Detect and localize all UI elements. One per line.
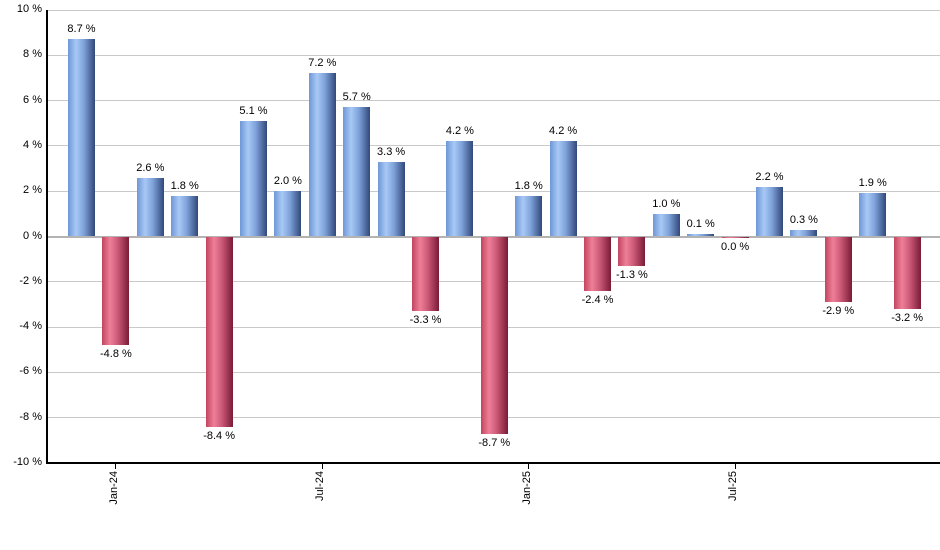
negative-bar	[893, 236, 921, 309]
negative-bar	[824, 236, 852, 303]
bar-value-label: 5.7 %	[342, 91, 371, 104]
bar-value-label: -2.4 %	[581, 293, 614, 306]
positive-bar	[515, 195, 543, 237]
bar-value-label: -8.7 %	[478, 436, 511, 449]
x-tick-mark	[528, 463, 530, 469]
bar-value-label: 3.3 %	[377, 145, 406, 158]
negative-bar	[618, 236, 646, 266]
y-tick-label: 10 %	[16, 3, 42, 15]
negative-bar	[412, 236, 439, 312]
x-tick-label: Jul-25	[727, 471, 740, 501]
positive-bar	[171, 195, 199, 237]
y-grid-line	[47, 9, 940, 11]
bar-value-label: -1.3 %	[615, 268, 648, 281]
bar-value-label: 1.8 %	[170, 179, 199, 192]
positive-bar	[240, 120, 267, 237]
bar-value-label: 0.0 %	[721, 241, 750, 253]
y-tick-label: 4 %	[23, 138, 42, 151]
y-tick-label: 8 %	[23, 48, 42, 61]
bar-value-label: 4.2 %	[549, 125, 578, 138]
positive-bar	[377, 161, 405, 237]
bar-value-label: 2.6 %	[136, 161, 165, 174]
x-tick-label: Jul-24	[314, 471, 327, 501]
bar-value-label: -8.4 %	[203, 429, 235, 442]
positive-bar	[687, 234, 715, 237]
positive-bar	[549, 141, 577, 237]
y-tick-label: 0 %	[23, 229, 42, 242]
positive-bar	[790, 229, 818, 237]
x-tick-mark	[115, 463, 117, 469]
x-tick-mark	[734, 463, 736, 469]
negative-bar	[102, 236, 130, 346]
y-tick-label: 2 %	[23, 184, 42, 197]
bar-value-label: -3.3 %	[409, 314, 442, 327]
y-axis-line	[46, 10, 48, 464]
positive-bar	[68, 39, 95, 237]
positive-bar	[859, 193, 887, 237]
bar-value-label: -4.8 %	[99, 348, 132, 361]
bar-value-label: 0.3 %	[789, 213, 818, 226]
bar-value-label: 1.0 %	[652, 197, 681, 210]
y-grid-line	[47, 54, 940, 56]
bar-value-label: -3.2 %	[891, 311, 923, 324]
positive-bar	[308, 73, 336, 237]
bar-value-label: 2.0 %	[273, 175, 302, 188]
x-tick-label: Jan-24	[107, 471, 120, 505]
bar-value-label: 0.1 %	[686, 218, 715, 231]
negative-bar	[205, 236, 233, 427]
positive-bar	[446, 141, 474, 237]
y-grid-line	[47, 100, 940, 102]
positive-bar	[756, 186, 783, 237]
y-tick-label: 6 %	[23, 93, 42, 106]
x-axis-line	[46, 462, 940, 464]
y-grid-line	[47, 190, 940, 192]
bar-value-label: 4.2 %	[445, 125, 474, 138]
y-tick-label: -6 %	[19, 365, 42, 378]
y-tick-label: -4 %	[19, 320, 42, 333]
positive-bar	[652, 213, 680, 237]
y-tick-label: -10 %	[13, 456, 42, 468]
y-grid-line	[47, 145, 940, 147]
positive-bar	[274, 191, 302, 237]
bar-value-label: 7.2 %	[308, 57, 337, 70]
negative-bar	[721, 236, 749, 238]
bar-value-label: 8.7 %	[67, 23, 96, 36]
bar-value-label: -2.9 %	[822, 305, 855, 318]
bar-value-label: 1.9 %	[858, 177, 887, 190]
negative-bar	[480, 236, 508, 434]
bar-value-label: 1.8 %	[514, 179, 543, 192]
positive-bar	[343, 107, 371, 237]
bar-value-label: 5.1 %	[239, 104, 268, 117]
y-tick-label: -8 %	[19, 410, 42, 423]
negative-bar	[584, 236, 611, 291]
positive-bar	[136, 177, 164, 237]
x-tick-label: Jan-25	[520, 471, 533, 505]
bar-value-label: 2.2 %	[755, 170, 784, 183]
x-tick-mark	[321, 463, 323, 469]
y-tick-label: -2 %	[19, 274, 42, 287]
